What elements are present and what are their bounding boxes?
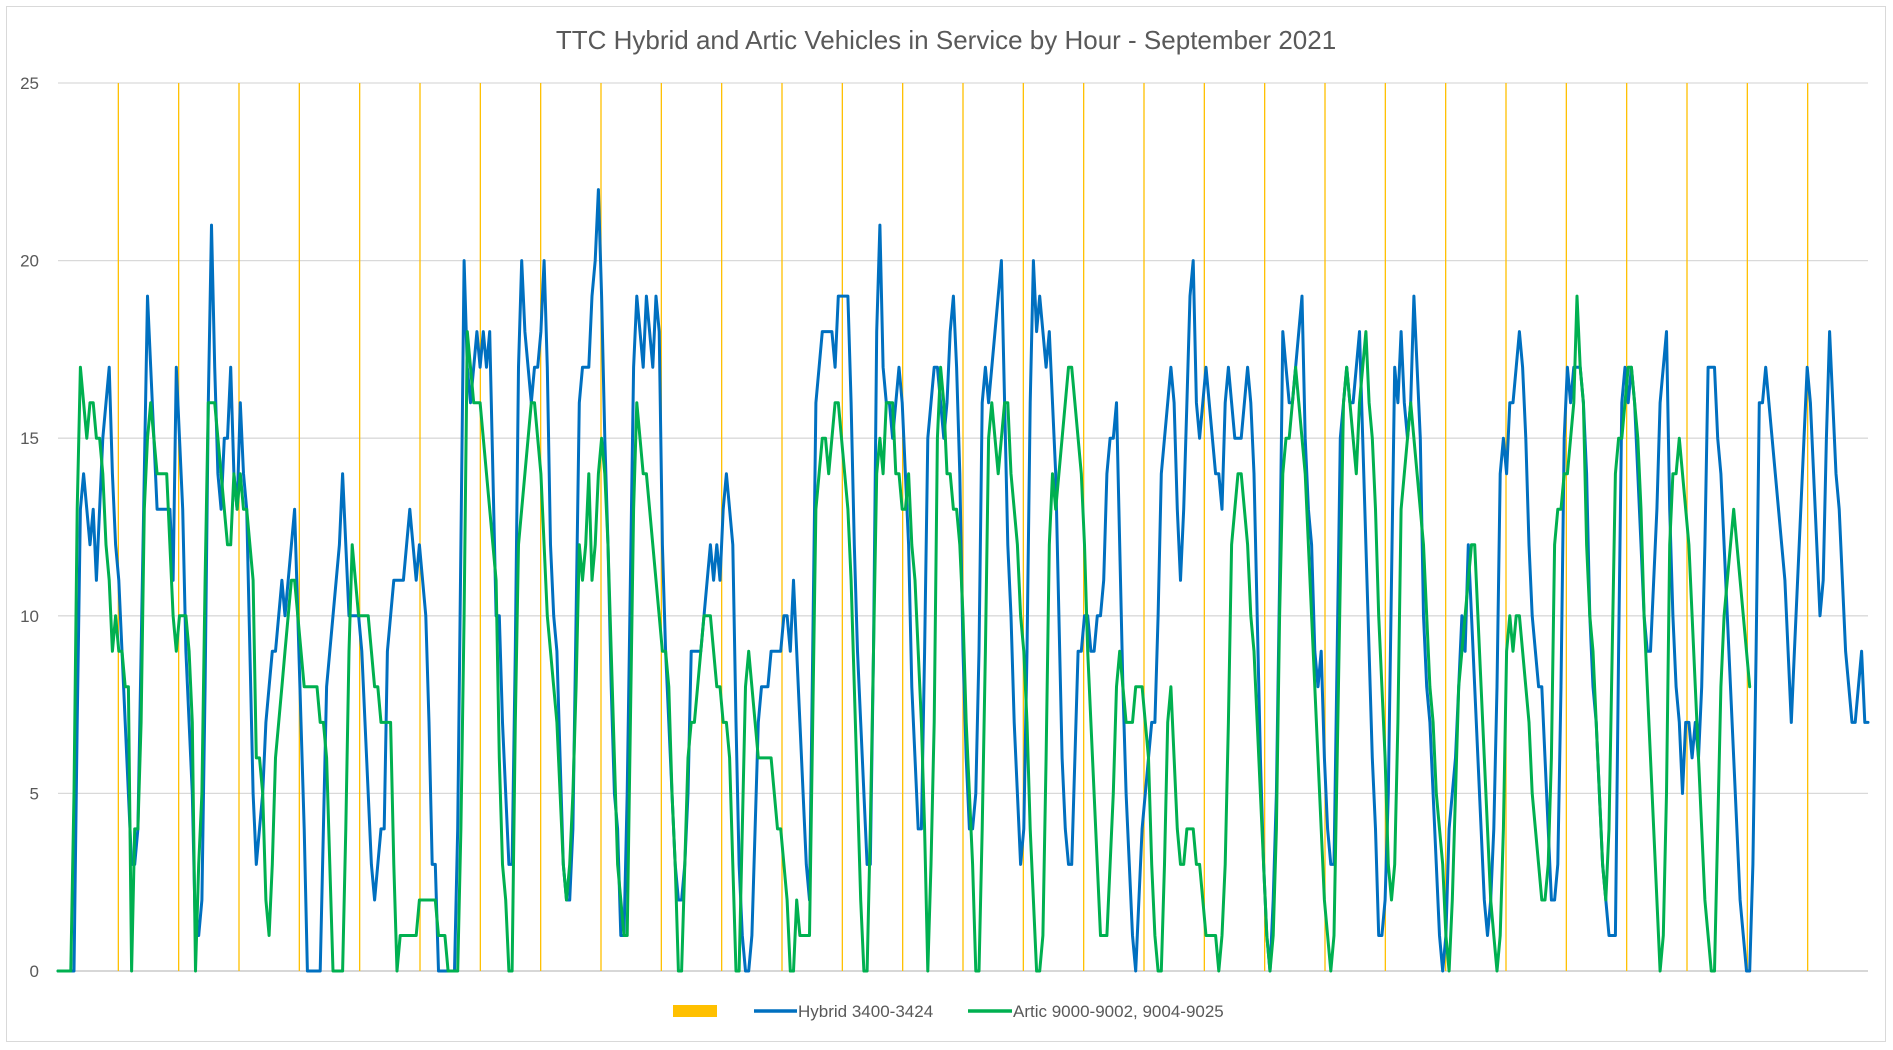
y-axis-ticks: 0 5 10 15 20 25 <box>20 74 39 981</box>
series-line-artic <box>56 294 1752 973</box>
y-tick-label: 20 <box>20 252 39 271</box>
y-tick-label: 5 <box>30 784 39 803</box>
y-tick-label: 0 <box>30 962 39 981</box>
legend: Hybrid 3400-3424 Artic 9000-9002, 9004-9… <box>673 1002 1224 1021</box>
legend-label-artic: Artic 9000-9002, 9004-9025 <box>1013 1002 1224 1021</box>
series-lines <box>56 188 1870 973</box>
legend-label-hybrid: Hybrid 3400-3424 <box>798 1002 933 1021</box>
legend-swatch-day-markers <box>673 1005 717 1017</box>
y-tick-label: 15 <box>20 429 39 448</box>
day-marker-series <box>117 83 1809 971</box>
y-tick-label: 10 <box>20 607 39 626</box>
chart-frame <box>6 6 1886 1042</box>
y-tick-label: 25 <box>20 74 39 93</box>
chart-title: TTC Hybrid and Artic Vehicles in Service… <box>556 25 1336 55</box>
